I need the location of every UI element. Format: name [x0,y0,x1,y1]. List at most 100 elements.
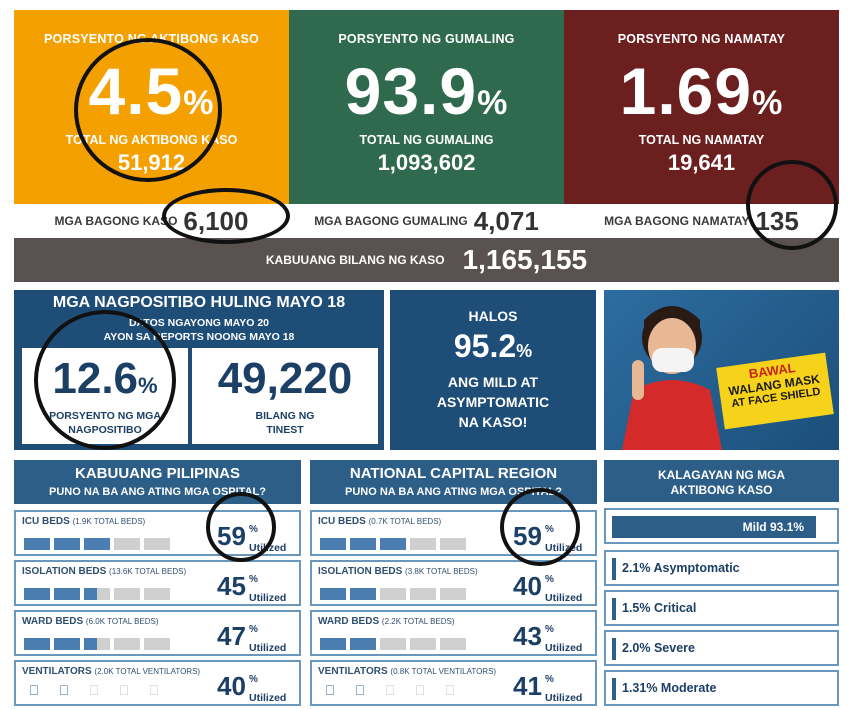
percent-sign: % [545,624,554,635]
status-moderate: 1.31% Moderate [604,670,839,706]
ncr-hospital-panel: NATIONAL CAPITAL REGION PUNO NA BA ANG AT… [310,460,597,710]
bed-unit-icon [380,588,406,600]
ventilator-icon: ⎕ [415,682,425,698]
status-marker [612,558,616,580]
capacity-row-label: ICU BEDS (1.9K TOTAL BEDS) [22,516,146,527]
bed-unit-icon [84,638,110,650]
capacity-row-label: VENTILATORS (2.0K TOTAL VENTILATORS) [22,666,201,677]
bed-unit-icon [410,588,436,600]
hospital-panel-title: KABUUANG PILIPINAS [74,465,240,482]
deaths-percent: 1.69% [619,54,784,128]
positivity-rate-card: 12.6% PORSYENTO NG MGA NAGPOSITIBO [22,348,188,444]
capacity-row: ICU BEDS (0.7K TOTAL BEDS) 59% Utilized [310,510,597,556]
capacity-row-utilization: 45% Utilized [217,570,289,606]
ventilator-icon: ⎕ [355,682,365,698]
bed-unit-icon [320,588,346,600]
ventilator-icon: ⎕ [385,682,395,698]
ventilator-icon: ⎕ [29,682,39,698]
status-asymptomatic: 2.1% Asymptomatic [604,550,839,586]
capacity-row-utilization: 40% Utilized [217,670,289,706]
utilization-percent: 45 [217,571,246,601]
bed-unit-icon [144,638,170,650]
recovered-box: PORSYENTO NG GUMALING 93.9% TOTAL NG GUM… [289,10,564,204]
capacity-row-utilization: 40% Utilized [513,570,585,606]
capacity-row-utilization: 41% Utilized [513,670,585,706]
ventilator-icon: ⎕ [89,682,99,698]
capacity-row: WARD BEDS (6.0K TOTAL BEDS) 47% Utilized [14,610,301,656]
capacity-row-utilization: 59% Utilized [513,520,585,556]
utilization-percent: 41 [513,671,542,701]
bed-unit-icon [440,588,466,600]
new-deaths-label: MGA BAGONG NAMATAY [604,214,750,228]
recovered-total: 1,093,602 [377,150,476,175]
percent-sign: % [249,674,258,685]
utilized-label: Utilized [545,642,583,654]
bed-unit-icon [350,588,376,600]
capacity-row: VENTILATORS (0.8K TOTAL VENTILATORS) 41% U… [310,660,597,706]
bed-unit-icon [54,638,80,650]
utilization-percent: 47 [217,621,246,651]
utilization-percent: 59 [513,521,542,551]
bed-unit-icon [350,538,376,550]
percent-sign: % [249,524,258,535]
deaths-percent-label: PORSYENTO NG NAMATAY [617,32,786,46]
utilization-percent: 40 [513,571,542,601]
new-recovered: MGA BAGONG GUMALING 4,071 [289,204,564,238]
ventilator-icon: ⎕ [325,682,335,698]
bed-unit-icon [24,588,50,600]
utilized-label: Utilized [545,592,583,604]
active-total-label: TOTAL NG AKTIBONG KASO [65,133,238,147]
bed-unit-icon [144,588,170,600]
tests-label-1: BILANG NG [255,410,315,422]
new-deaths: MGA BAGONG NAMATAY 135 [564,204,839,238]
girl-with-mask-illustration [622,306,722,450]
mild-line-4: NA KASO! [458,414,528,430]
positivity-rate: 12.6% [52,354,158,403]
bed-unit-icon [410,538,436,550]
positivity-panel: MGA NAGPOSITIBO HULING MAYO 18 DATOS NGA… [14,290,384,450]
utilized-label: Utilized [249,592,287,604]
capacity-row: ISOLATION BEDS (13.6K TOTAL BEDS) 45% Util… [14,560,301,606]
new-recovered-label: MGA BAGONG GUMALING [314,214,468,228]
capacity-row-utilization: 47% Utilized [217,620,289,656]
status-severe: 2.0% Severe [604,630,839,666]
capacity-row: VENTILATORS (2.0K TOTAL VENTILATORS) 40% U… [14,660,301,706]
capacity-row-label: ISOLATION BEDS (13.6K TOTAL BEDS) [22,566,187,577]
capacity-row: ISOLATION BEDS (3.8K TOTAL BEDS) 40% Utili… [310,560,597,606]
utilization-percent: 59 [217,521,246,551]
bed-unit-icon [114,538,140,550]
percent-sign: % [545,674,554,685]
recovered-percent-label: PORSYENTO NG GUMALING [338,32,515,46]
active-total: 51,912 [117,150,186,175]
new-cases: MGA BAGONG KASO 6,100 [14,204,289,238]
tests-card: 49,220 BILANG NG TINEST [192,348,378,444]
bed-unit-icon [380,638,406,650]
capacity-row-label: ICU BEDS (0.7K TOTAL BEDS) [318,516,442,527]
philippines-hospital-panel: KABUUANG PILIPINAS PUNO NA BA ANG ATING M… [14,460,301,710]
capacity-row-label: WARD BEDS (2.2K TOTAL BEDS) [318,616,455,627]
utilized-label: Utilized [545,542,583,554]
status-title-2: AKTIBONG KASO [670,483,773,497]
mild-line-2: ANG MILD AT [447,374,539,390]
status-moderate-label: 1.31% Moderate [622,681,717,695]
bed-unit-icon [410,638,436,650]
mild-panel: HALOS 95.2% ANG MILD AT ASYMPTOMATIC NA … [390,290,596,450]
tests-value: 49,220 [217,354,353,403]
mild-bar-label: Mild 93.1% [742,520,804,534]
capacity-row-label: WARD BEDS (6.0K TOTAL BEDS) [22,616,159,627]
bed-unit-icon [114,588,140,600]
bed-unit-icon [54,538,80,550]
status-asymptomatic-label: 2.1% Asymptomatic [622,561,740,575]
ventilator-icon: ⎕ [59,682,69,698]
hospital-panel-subtitle: PUNO NA BA ANG ATING MGA OSPITAL? [345,486,562,498]
active-cases-box: PORSYENTO NG AKTIBONG KASO 4.5% TOTAL NG… [14,10,289,204]
hospital-panel-header: KABUUANG PILIPINAS PUNO NA BA ANG ATING M… [14,460,301,504]
capacity-row-utilization: 59% Utilized [217,520,289,556]
status-title-1: KALAGAYAN NG MGA [657,468,786,482]
positivity-rate-label-1: PORSYENTO NG MGA [49,410,161,422]
utilized-label: Utilized [249,692,287,704]
capacity-row-label: ISOLATION BEDS (3.8K TOTAL BEDS) [318,566,478,577]
status-mild: Mild 93.1% [604,508,839,544]
positivity-title: MGA NAGPOSITIBO HULING MAYO 18 [52,294,346,311]
active-percent-label: PORSYENTO NG AKTIBONG KASO [44,32,259,46]
